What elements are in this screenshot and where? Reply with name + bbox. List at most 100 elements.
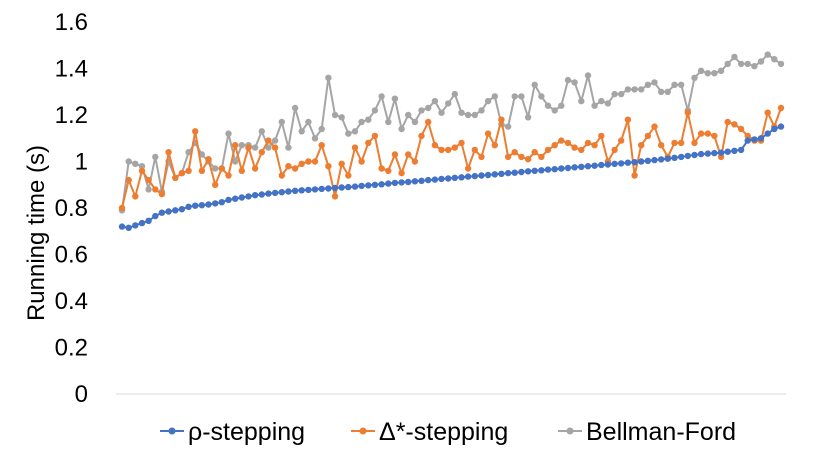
data-point — [378, 181, 385, 188]
data-point — [431, 142, 439, 149]
data-point — [365, 116, 372, 123]
data-point — [132, 160, 139, 167]
data-point — [298, 187, 305, 194]
data-point — [378, 165, 385, 172]
data-point — [345, 172, 352, 179]
data-point — [445, 175, 452, 182]
y-tick-label: 1.6 — [55, 9, 88, 36]
data-point — [251, 165, 259, 172]
data-point — [744, 137, 751, 144]
data-point — [205, 156, 212, 163]
data-point — [598, 161, 605, 169]
data-point — [711, 70, 718, 77]
data-point — [598, 97, 605, 105]
data-point — [125, 176, 132, 184]
data-point — [291, 165, 299, 172]
data-point — [504, 123, 512, 130]
data-point — [604, 100, 612, 107]
data-point — [598, 132, 605, 140]
data-point — [524, 114, 532, 121]
data-point — [717, 67, 725, 75]
data-point — [684, 109, 691, 116]
data-point — [338, 160, 345, 167]
data-point — [125, 158, 132, 165]
data-point — [365, 139, 372, 147]
data-point — [145, 217, 152, 224]
data-point — [425, 104, 432, 112]
data-point — [385, 118, 392, 126]
data-point — [398, 125, 405, 133]
data-point — [478, 107, 485, 114]
y-tick-label: 1.4 — [55, 56, 88, 83]
data-point — [618, 160, 625, 167]
data-point — [618, 137, 625, 144]
data-point — [405, 178, 412, 186]
data-point — [664, 155, 671, 162]
data-point — [711, 132, 718, 140]
data-point — [378, 93, 385, 100]
data-point — [571, 164, 578, 171]
data-point — [398, 179, 405, 186]
legend: ρ-stepping Δ*-stepping Bellman-Ford — [160, 418, 736, 446]
data-point — [498, 116, 505, 123]
data-point — [638, 158, 645, 165]
data-point — [345, 130, 352, 137]
y-tick-label: 0.4 — [55, 288, 88, 315]
data-point — [218, 199, 225, 206]
data-point — [631, 172, 638, 179]
data-point — [631, 86, 638, 93]
data-point — [192, 202, 199, 209]
data-point — [771, 56, 778, 63]
data-point — [731, 147, 738, 154]
data-point — [425, 176, 432, 184]
data-point — [518, 93, 525, 100]
data-point — [638, 86, 645, 93]
data-point — [564, 139, 572, 147]
data-point — [351, 144, 359, 151]
data-point — [491, 142, 498, 149]
data-point — [471, 172, 478, 180]
data-point — [717, 149, 725, 156]
data-point — [291, 104, 299, 112]
data-point — [744, 60, 751, 68]
data-point — [711, 149, 718, 157]
data-point — [564, 164, 572, 172]
data-point — [691, 151, 698, 159]
data-point — [251, 192, 259, 199]
data-point — [538, 93, 545, 100]
data-point — [285, 188, 292, 195]
data-point — [531, 167, 538, 174]
data-point — [305, 118, 312, 126]
data-point — [331, 111, 339, 119]
data-point — [418, 177, 425, 184]
data-point — [311, 158, 319, 165]
data-point — [371, 107, 379, 114]
data-point — [777, 104, 785, 112]
data-point — [198, 167, 206, 174]
data-point — [697, 130, 705, 137]
data-point — [331, 184, 339, 192]
data-point — [132, 222, 139, 229]
data-point — [558, 102, 565, 109]
data-point — [524, 168, 532, 175]
data-point — [658, 156, 665, 163]
data-point — [524, 156, 532, 163]
data-point — [518, 168, 525, 176]
data-point — [278, 172, 285, 179]
data-point — [777, 60, 785, 68]
data-point — [291, 187, 299, 194]
data-point — [451, 90, 458, 98]
data-point — [238, 167, 245, 174]
data-point — [771, 125, 778, 133]
data-point — [205, 201, 212, 208]
data-point — [744, 132, 751, 140]
data-point — [464, 165, 472, 172]
data-point — [138, 163, 146, 170]
data-point — [644, 132, 652, 140]
data-point — [691, 74, 698, 82]
data-point — [265, 190, 272, 197]
y-tick-label: 0 — [75, 381, 88, 408]
data-point — [757, 135, 765, 142]
data-point — [571, 79, 578, 86]
data-point — [511, 93, 518, 100]
